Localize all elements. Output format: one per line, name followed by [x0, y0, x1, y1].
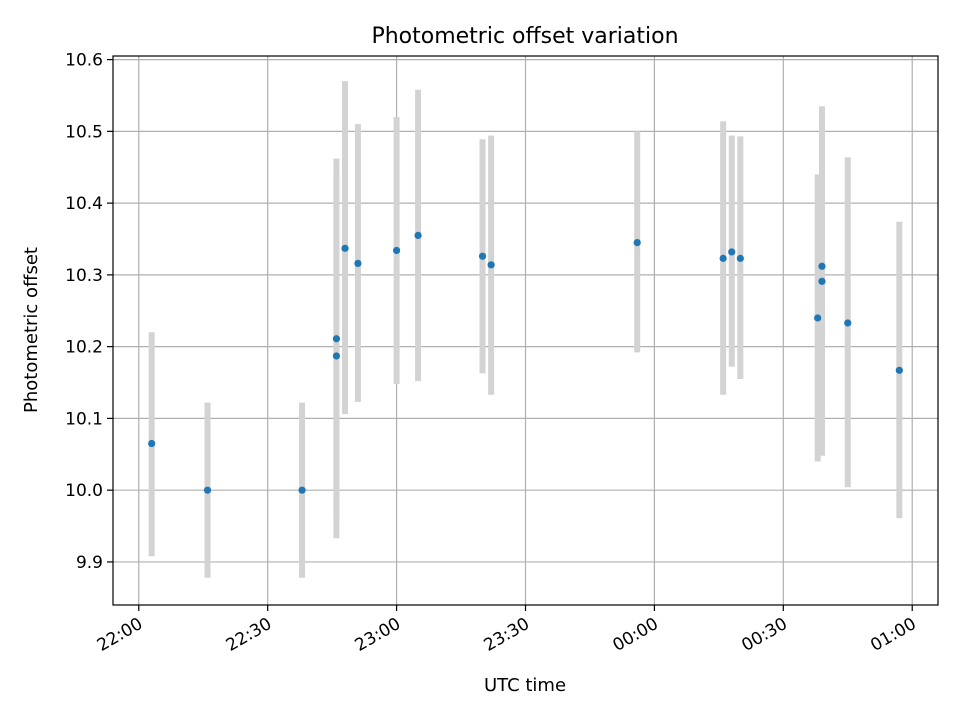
- data-point: [814, 314, 822, 322]
- y-tick-label: 10.3: [65, 266, 103, 286]
- data-points: [148, 231, 903, 494]
- data-point: [487, 261, 495, 269]
- y-tick-label: 10.0: [65, 481, 103, 501]
- x-tick-label: 22:30: [223, 614, 275, 656]
- x-tick-label: 00:30: [738, 614, 790, 656]
- data-point: [298, 486, 306, 494]
- data-point: [633, 238, 641, 247]
- x-tick-label: 23:00: [352, 614, 404, 656]
- data-point: [332, 335, 341, 343]
- y-tick-label: 10.5: [65, 122, 103, 142]
- data-point: [341, 244, 349, 252]
- y-tick-label: 9.9: [76, 553, 103, 573]
- data-point: [719, 254, 727, 262]
- y-axis-label: Photometric offset: [21, 247, 42, 413]
- x-tick-label: 01:00: [867, 614, 919, 656]
- data-point: [414, 231, 422, 240]
- y-tick-label: 10.6: [65, 51, 103, 71]
- data-point: [478, 252, 487, 260]
- x-tick-label: 23:30: [481, 614, 533, 656]
- y-tick-label: 10.1: [65, 409, 103, 429]
- x-tick-label: 22:00: [94, 614, 146, 656]
- data-point: [148, 439, 156, 448]
- grid: [113, 56, 938, 605]
- data-point: [392, 246, 401, 255]
- chart-title: Photometric offset variation: [371, 24, 678, 49]
- x-tick-label: 00:00: [609, 614, 661, 656]
- data-point: [728, 248, 736, 256]
- data-point: [736, 254, 744, 262]
- x-axis-label: UTC time: [484, 675, 566, 696]
- data-point: [818, 277, 826, 285]
- data-point: [203, 486, 212, 494]
- data-point: [895, 366, 903, 374]
- data-point: [844, 319, 852, 327]
- data-point: [354, 259, 362, 267]
- y-tick-label: 10.4: [65, 194, 103, 214]
- data-point: [332, 352, 341, 360]
- y-tick-label: 10.2: [65, 338, 103, 358]
- data-point: [818, 262, 826, 270]
